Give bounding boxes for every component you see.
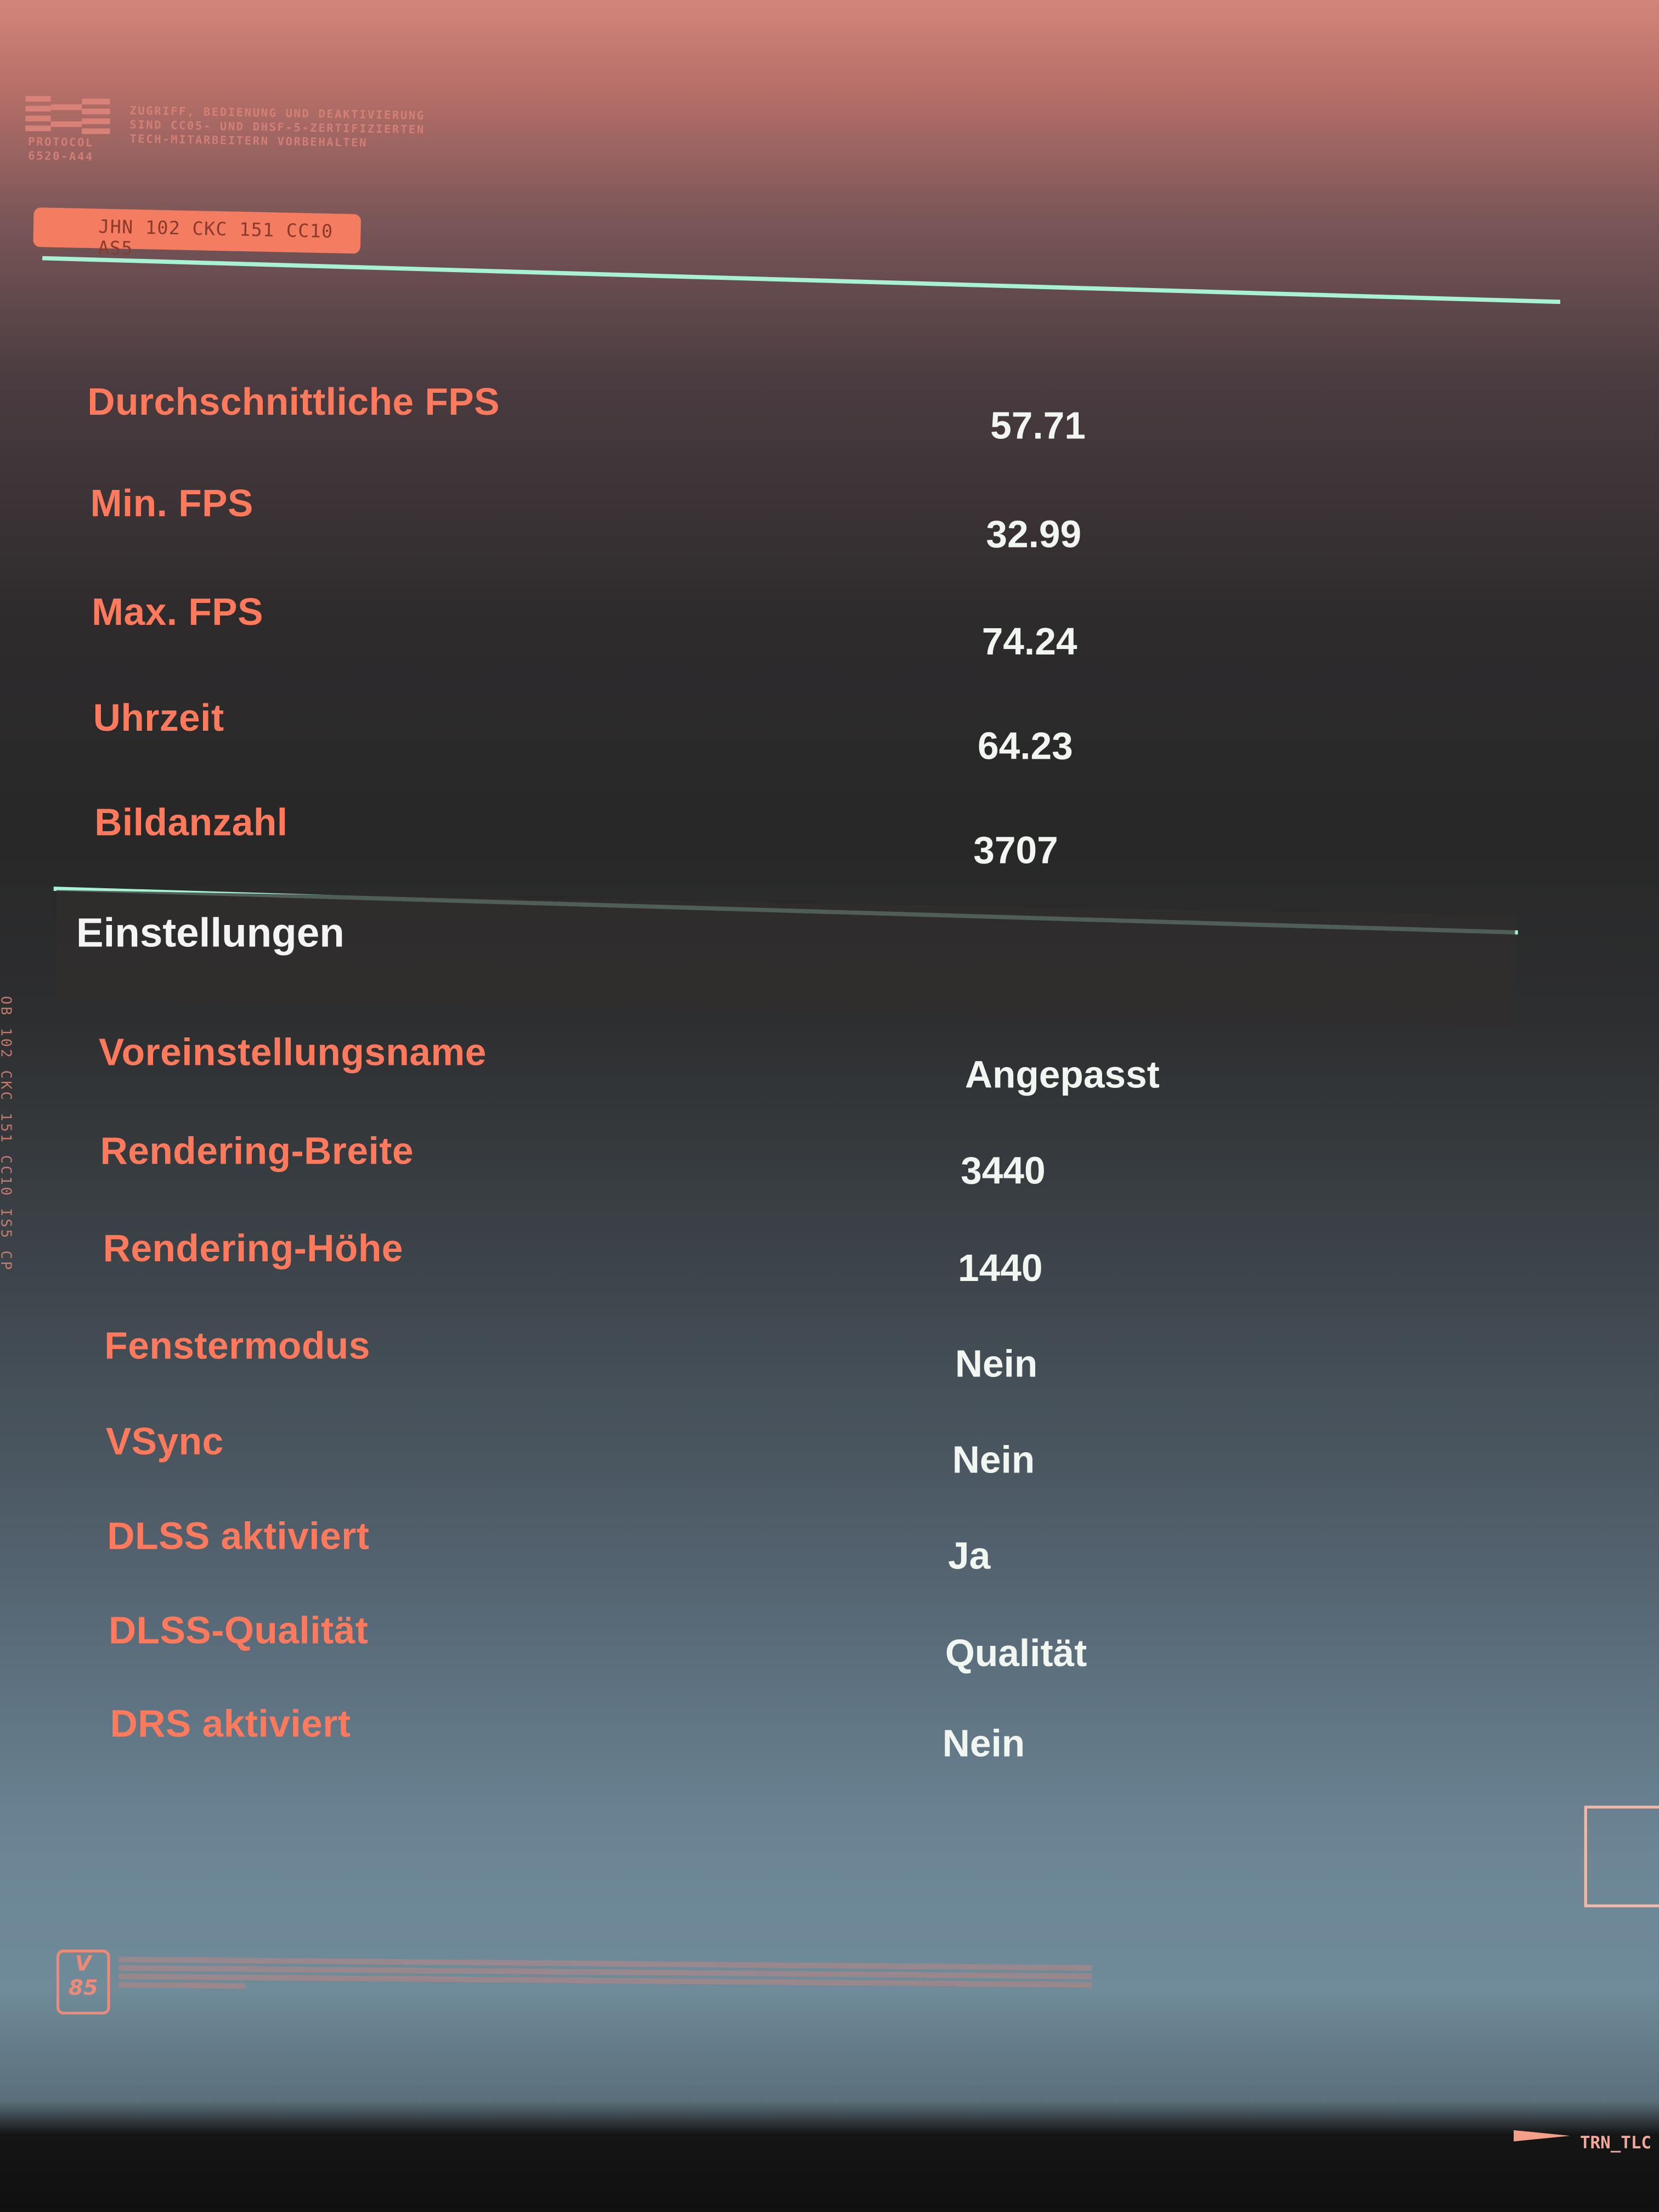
setting-label-preset: Voreinstellungsname (98, 1031, 487, 1074)
setting-label-vsync: VSync (105, 1420, 224, 1463)
footer-code: TRN_TLC (1579, 2132, 1652, 2153)
result-label-min-fps: Min. FPS (90, 482, 253, 525)
protocol-logo-icon (25, 95, 110, 134)
arrow-icon (1514, 2130, 1570, 2142)
result-value-min-fps: 32.99 (986, 513, 1082, 556)
setting-label-width: Rendering-Breite (100, 1130, 414, 1172)
setting-value-drs: Nein (942, 1722, 1025, 1765)
setting-value-height: 1440 (957, 1247, 1043, 1290)
setting-label-window-mode: Fenstermodus (104, 1324, 370, 1367)
setting-value-vsync: Nein (952, 1438, 1035, 1481)
setting-value-width: 3440 (961, 1149, 1046, 1192)
result-label-max-fps: Max. FPS (92, 591, 263, 634)
legal-text-blurred (118, 1954, 1092, 1999)
corner-frame (1584, 1805, 1659, 1908)
version-number: 85 (68, 1974, 98, 2001)
version-badge-icon: V 85 (56, 1949, 110, 2015)
result-label-avg-fps: Durchschnittliche FPS (87, 381, 500, 424)
result-value-avg-fps: 57.71 (990, 404, 1086, 448)
result-value-time: 64.23 (977, 725, 1073, 768)
top-divider (42, 256, 1561, 304)
setting-label-dlss: DLSS aktiviert (107, 1515, 370, 1558)
setting-value-preset: Angepasst (964, 1053, 1160, 1096)
setting-label-drs: DRS aktiviert (110, 1702, 351, 1745)
result-label-frames: Bildanzahl (94, 801, 288, 844)
version-letter: V (75, 1951, 92, 1977)
setting-value-dlss: Ja (947, 1534, 991, 1577)
settings-title: Einstellungen (76, 911, 345, 957)
result-value-max-fps: 74.24 (981, 620, 1077, 663)
setting-label-dlss-quality: DLSS-Qualität (108, 1609, 369, 1652)
side-code: OB 102 CKC 151 CC10 IS5 CP (0, 996, 13, 1272)
setting-label-height: Rendering-Höhe (103, 1227, 403, 1270)
result-label-time: Uhrzeit (93, 697, 224, 740)
setting-value-dlss-quality: Qualität (945, 1632, 1087, 1675)
setting-value-window-mode: Nein (955, 1342, 1038, 1386)
result-value-frames: 3707 (973, 829, 1058, 872)
